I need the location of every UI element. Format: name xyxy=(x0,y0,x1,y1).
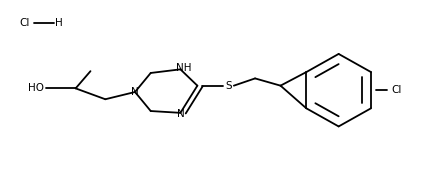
Text: N: N xyxy=(131,87,138,97)
Text: Cl: Cl xyxy=(20,18,30,28)
Text: HO: HO xyxy=(28,83,44,93)
Text: N: N xyxy=(176,109,184,119)
Text: NH: NH xyxy=(175,63,191,73)
Text: S: S xyxy=(225,81,231,91)
Text: H: H xyxy=(55,18,62,28)
Text: Cl: Cl xyxy=(391,85,401,95)
